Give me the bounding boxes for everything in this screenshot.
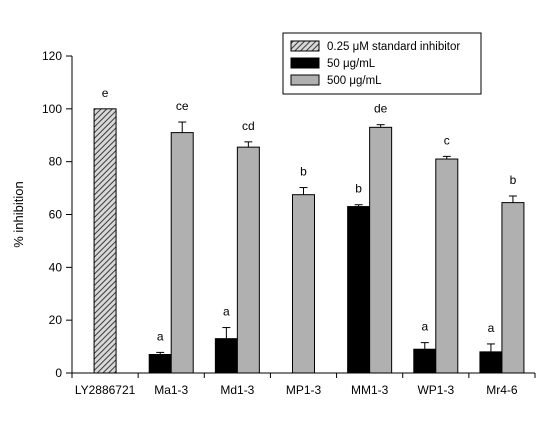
y-tick-label-0: 0 [55, 366, 62, 380]
x-tick-label-MP1-3: MP1-3 [286, 383, 322, 397]
y-tick-label-120: 120 [42, 49, 62, 63]
legend-swatch-0 [290, 40, 320, 52]
significance-label-WP1-3-series1: a [421, 320, 428, 334]
significance-label-Ma1-3-series1: a [157, 329, 164, 343]
significance-label-Md1-3-series1: a [223, 305, 230, 319]
x-tick-label-WP1-3: WP1-3 [417, 383, 454, 397]
significance-label-Md1-3-series2: cd [242, 119, 255, 133]
x-tick-label-Ma1-3: Ma1-3 [154, 383, 188, 397]
significance-label-WP1-3-series2: c [444, 133, 450, 147]
bar-Mr4-6-series1 [479, 351, 503, 374]
bar-Ma1-3-series1 [148, 354, 172, 374]
bar-Md1-3-series1 [214, 338, 238, 374]
x-tick-label-LY2886721: LY2886721 [75, 383, 136, 397]
y-tick-label-20: 20 [49, 313, 63, 327]
bar-WP1-3-series1 [413, 348, 437, 374]
y-tick-label-40: 40 [49, 260, 63, 274]
bar-WP1-3-series2 [435, 158, 459, 374]
y-tick-label-80: 80 [49, 155, 63, 169]
legend-swatch-2 [290, 74, 320, 86]
bar-LY2886721-series0 [93, 108, 117, 374]
significance-label-MP1-3-series2: b [300, 165, 307, 179]
x-tick-label-Md1-3: Md1-3 [220, 383, 254, 397]
legend-swatch-1 [290, 57, 320, 69]
bar-Ma1-3-series2 [170, 132, 194, 374]
significance-label-Mr4-6-series1: a [488, 321, 495, 335]
bar-MM1-3-series2 [369, 126, 393, 374]
significance-label-MM1-3-series1: b [355, 182, 362, 196]
bar-Mr4-6-series2 [501, 202, 525, 374]
bar-MM1-3-series1 [347, 206, 371, 374]
significance-label-MM1-3-series2: de [374, 102, 388, 116]
y-tick-label-100: 100 [42, 102, 62, 116]
x-tick-label-MM1-3: MM1-3 [351, 383, 389, 397]
legend-label-2: 500 μg/mL [327, 75, 382, 87]
significance-label-Ma1-3-series2: ce [176, 99, 189, 113]
significance-label-LY2886721-series0: e [102, 86, 109, 100]
x-tick-label-Mr4-6: Mr4-6 [486, 383, 518, 397]
legend-label-1: 50 μg/mL [327, 58, 376, 70]
bar-Md1-3-series2 [236, 146, 260, 374]
y-axis-title: % inhibition [11, 181, 26, 248]
significance-label-Mr4-6-series2: b [510, 173, 517, 187]
legend-label-0: 0.25 μM standard inhibitor [327, 41, 460, 53]
bar-MP1-3-series2 [292, 194, 315, 374]
y-tick-label-60: 60 [49, 208, 63, 222]
